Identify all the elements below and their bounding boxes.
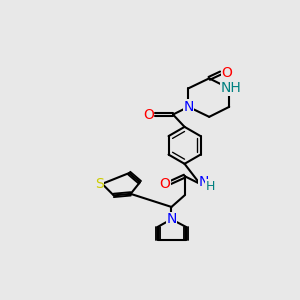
- Text: S: S: [95, 177, 103, 191]
- Text: NH: NH: [220, 81, 241, 95]
- Text: N: N: [166, 212, 177, 226]
- Text: N: N: [199, 175, 209, 188]
- Text: N: N: [183, 100, 194, 114]
- Text: O: O: [159, 177, 170, 191]
- Text: H: H: [206, 180, 215, 193]
- Text: O: O: [143, 107, 154, 122]
- Text: O: O: [221, 66, 232, 80]
